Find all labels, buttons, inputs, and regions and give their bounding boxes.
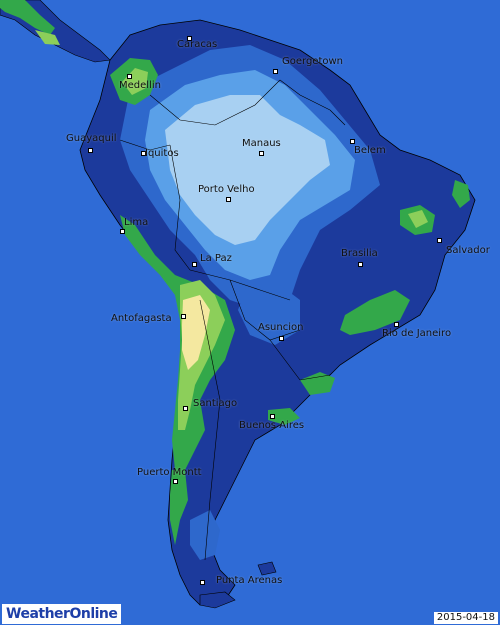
- precip-band-mid-paraguay: [238, 285, 300, 345]
- city-label-buenos-aires: Buenos Aires: [239, 420, 305, 431]
- precip-band-lightgreen-colombia: [122, 68, 148, 95]
- tierra-del-fuego-landmass: [199, 591, 236, 609]
- city-label-manaus: Manaus: [242, 138, 281, 149]
- city-marker-la-paz: [192, 262, 197, 267]
- city-label-belem: Belem: [354, 145, 386, 156]
- city-marker-puerto-montt: [173, 479, 178, 484]
- city-marker-manaus: [259, 151, 264, 156]
- precip-band-green-rio: [340, 290, 410, 335]
- city-label-punta-arenas: Punta Arenas: [216, 575, 283, 586]
- city-marker-rio-de-janeiro: [394, 322, 399, 327]
- weatheronline-logo: WeatherOnline: [2, 604, 122, 624]
- city-marker-belem: [350, 139, 355, 144]
- precip-band-green-ba: [268, 408, 300, 425]
- city-marker-punta-arenas: [200, 580, 205, 585]
- city-marker-brasilia: [358, 262, 363, 267]
- city-label-lima: Lima: [124, 217, 149, 228]
- precip-band-green-south: [300, 372, 335, 395]
- city-label-santiago: Santiago: [193, 398, 238, 409]
- city-label-guayaquil: Guayaquil: [66, 133, 117, 144]
- city-marker-medellin: [127, 74, 132, 79]
- city-marker-guayaquil: [88, 148, 93, 153]
- city-marker-antofagasta: [181, 314, 186, 319]
- city-label-brasilia: Brasilia: [341, 248, 378, 259]
- city-label-salvador: Salvador: [446, 245, 490, 256]
- city-label-porto-velho: Porto Velho: [198, 184, 255, 195]
- city-marker-georgetown: [273, 69, 278, 74]
- city-marker-lima: [120, 229, 125, 234]
- city-label-antofagasta: Antofagasta: [111, 313, 172, 324]
- city-label-asuncion: Asuncion: [258, 322, 304, 333]
- city-label-georgetown: Goergetown: [282, 56, 344, 67]
- city-marker-santiago: [183, 406, 188, 411]
- city-label-iquitos: Iquitos: [145, 148, 179, 159]
- country-borders: [119, 79, 346, 561]
- city-marker-caracas: [187, 36, 192, 41]
- city-label-la-paz: La Paz: [200, 253, 232, 264]
- city-marker-asuncion: [279, 336, 284, 341]
- city-label-medellin: Medellin: [119, 80, 161, 91]
- city-label-caracas: Caracas: [177, 39, 218, 50]
- city-marker-iquitos: [141, 151, 146, 156]
- island-landmass: [257, 561, 277, 576]
- central-america-lightgreen: [35, 30, 60, 45]
- city-label-rio-de-janeiro: Rio de Janeiro: [382, 328, 452, 339]
- map-date: 2015-04-18: [433, 612, 498, 624]
- precip-band-green-patagonia: [170, 470, 188, 545]
- precip-band-green-salvador: [452, 180, 470, 208]
- precip-band-pale: [165, 95, 330, 245]
- precip-band-lightgreen-brazil-north: [408, 210, 428, 228]
- central-america-green: [0, 0, 55, 35]
- city-label-puerto-montt: Puerto Montt: [137, 467, 202, 478]
- city-marker-buenos-aires: [270, 414, 275, 419]
- city-marker-porto-velho: [226, 197, 231, 202]
- city-marker-salvador: [437, 238, 442, 243]
- precip-band-mid-patagonia: [190, 510, 220, 560]
